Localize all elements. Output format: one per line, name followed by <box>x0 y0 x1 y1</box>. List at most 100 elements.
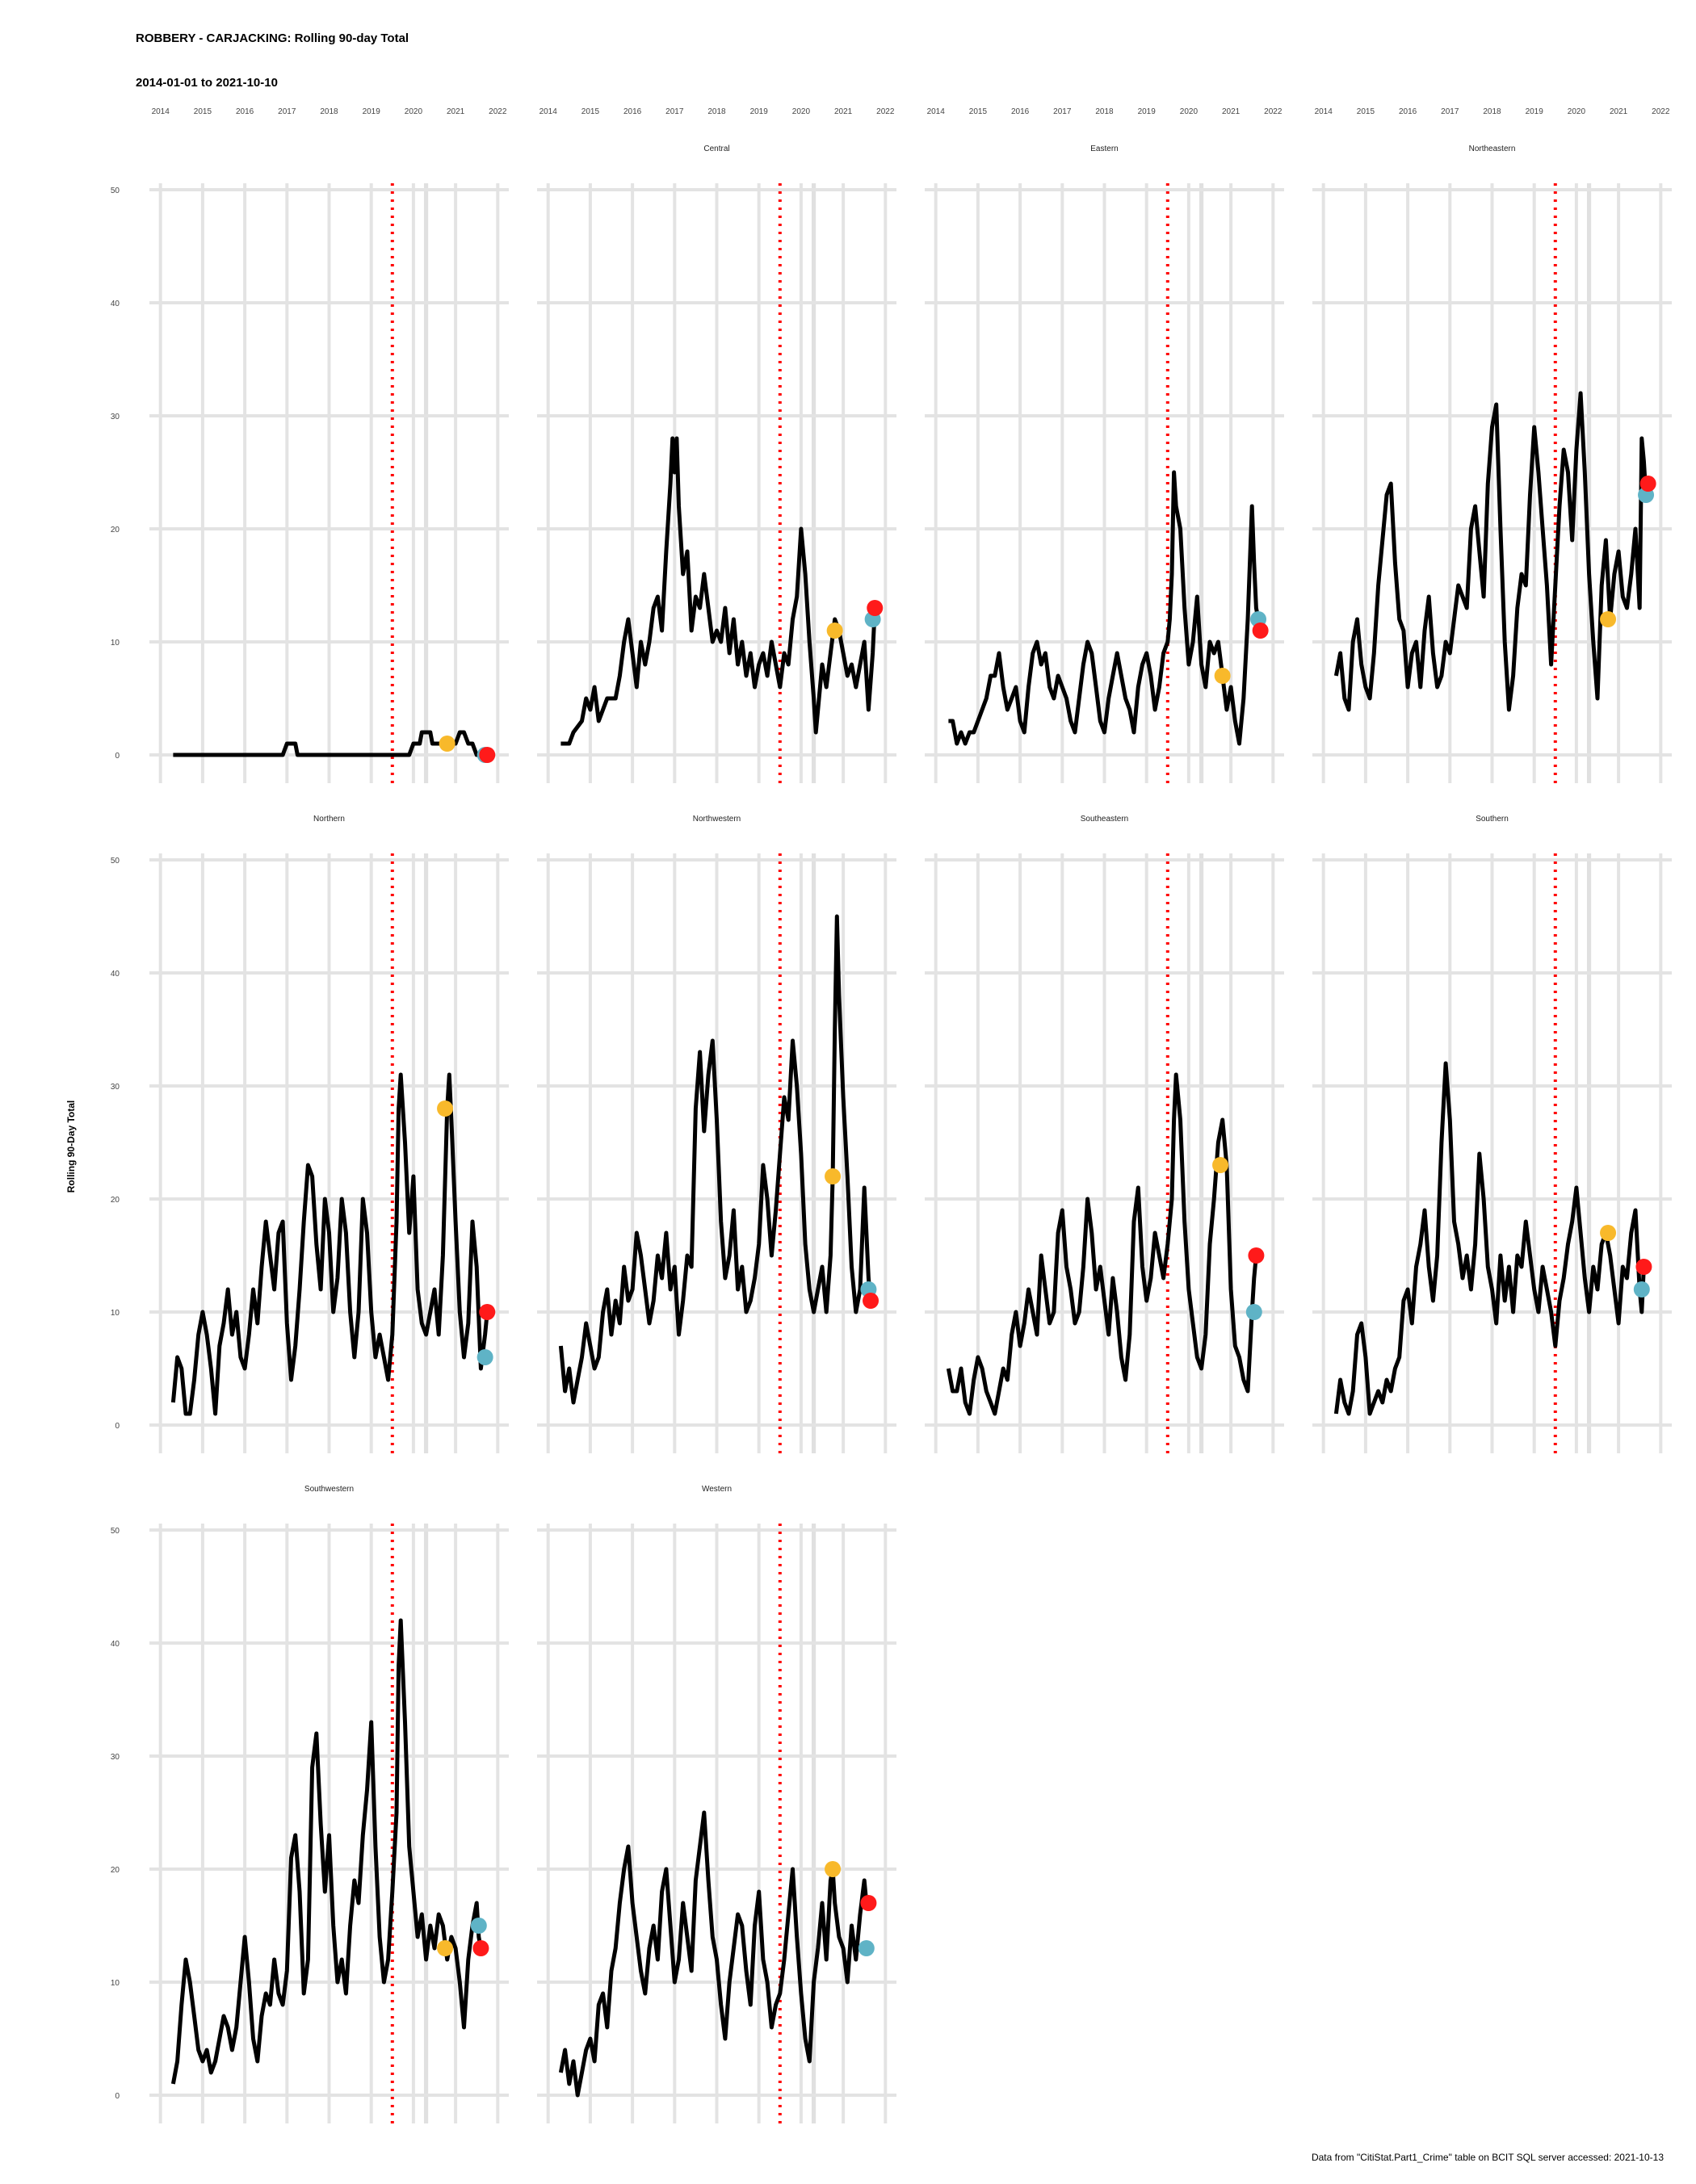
x-tick-label-top: 2016 <box>623 107 642 116</box>
point-blue <box>1633 1281 1650 1297</box>
chart-caption: Data from "CitiStat.Part1_Crime" table o… <box>1312 2152 1664 2163</box>
shaded-band <box>811 853 817 1453</box>
x-tick-label-top: 2020 <box>1180 107 1199 116</box>
x-tick-label-top: 2014 <box>152 107 170 116</box>
x-tick-label-top: 2022 <box>876 107 895 116</box>
shaded-band <box>423 1524 429 2123</box>
panel: 0 10 20 30 40 50 <box>111 183 509 783</box>
panel: Central <box>537 145 896 783</box>
point-orange <box>1212 1157 1229 1173</box>
panel: Southwestern 0 10 20 30 40 50 <box>111 1485 509 2123</box>
x-tick-label-top: 2021 <box>834 107 853 116</box>
y-tick-label: 30 <box>111 413 120 421</box>
series-line <box>170 1072 489 1416</box>
y-tick-label: 20 <box>111 526 120 534</box>
x-tick-label-top: 2018 <box>1095 107 1114 116</box>
x-tick-label-top: 2014 <box>539 107 558 116</box>
x-tick-label-top: 2018 <box>1483 107 1501 116</box>
panel: Northern 0 10 20 30 40 50 <box>111 815 509 1453</box>
series-line <box>173 730 488 757</box>
point-red <box>479 747 496 763</box>
panel: Northeastern <box>1312 145 1672 783</box>
x-tick-label-top: 2020 <box>792 107 811 116</box>
y-tick-label: 20 <box>111 1866 120 1875</box>
x-tick-label-top: 2022 <box>489 107 507 116</box>
x-tick-label-top: 2015 <box>581 107 600 116</box>
x-tick-label-top: 2020 <box>405 107 423 116</box>
series-line <box>558 1810 869 2098</box>
panel: Southeastern <box>925 815 1284 1453</box>
panels-layer: 2014 2015 2016 2017 2018 2019 2020 2021 2022 2014… <box>111 107 1672 2123</box>
point-orange <box>1600 1225 1617 1241</box>
shaded-band <box>1586 183 1592 783</box>
panel: Eastern <box>925 145 1284 783</box>
x-tick-label-top: 2022 <box>1264 107 1282 116</box>
point-red <box>1635 1259 1652 1275</box>
shaded-band <box>1199 853 1204 1453</box>
y-tick-label: 10 <box>111 1309 120 1318</box>
x-tick-label-top: 2016 <box>1399 107 1417 116</box>
y-tick-label: 30 <box>111 1083 120 1092</box>
x-tick-label-top: 2018 <box>320 107 338 116</box>
series-line <box>948 470 1263 746</box>
x-tick-label-top: 2017 <box>1053 107 1072 116</box>
x-tick-label-top: 2019 <box>1526 107 1544 116</box>
x-tick-label-top: 2016 <box>236 107 254 116</box>
point-orange <box>1214 668 1231 684</box>
panel: Southern <box>1312 815 1672 1453</box>
y-tick-label: 40 <box>111 1640 120 1649</box>
x-tick-label-top: 2017 <box>665 107 684 116</box>
x-tick-label-top: 2020 <box>1568 107 1586 116</box>
y-tick-label: 50 <box>111 187 120 195</box>
series-line <box>1333 391 1651 712</box>
y-tick-label: 50 <box>111 857 120 866</box>
x-tick-label-top: 2019 <box>750 107 769 116</box>
panel: Northwestern <box>537 815 896 1453</box>
series-line <box>1333 1061 1646 1416</box>
point-orange <box>1600 611 1617 627</box>
y-tick-label: 10 <box>111 639 120 648</box>
x-tick-label-top: 2022 <box>1652 107 1670 116</box>
panel-strip-label: Northern <box>313 815 345 824</box>
point-red <box>472 1940 489 1956</box>
chart-subtitle: 2014-01-01 to 2021-10-10 <box>136 76 278 90</box>
x-tick-label-top: 2014 <box>927 107 946 116</box>
point-orange <box>825 1168 842 1184</box>
x-tick-label-top: 2017 <box>1441 107 1459 116</box>
shaded-band <box>1586 853 1592 1453</box>
panel-strip-label: Southwestern <box>304 1485 354 1494</box>
panel-strip-label: Southeastern <box>1081 815 1129 824</box>
y-tick-label: 40 <box>111 970 120 979</box>
point-red <box>863 1293 879 1309</box>
y-tick-label: 0 <box>115 1422 120 1431</box>
y-tick-label: 0 <box>115 752 120 761</box>
x-tick-label-top: 2016 <box>1011 107 1030 116</box>
x-tick-label-top: 2021 <box>1610 107 1628 116</box>
point-orange <box>439 736 455 752</box>
y-tick-label: 30 <box>111 1753 120 1762</box>
point-orange <box>825 1861 842 1877</box>
x-tick-label-top: 2015 <box>969 107 988 116</box>
panel: Western <box>537 1485 896 2123</box>
x-tick-label-top: 2021 <box>1222 107 1241 116</box>
point-orange <box>437 1940 454 1956</box>
point-red <box>1639 476 1656 492</box>
panel-strip-label: Western <box>702 1485 732 1494</box>
y-tick-label: 10 <box>111 1979 120 1988</box>
x-tick-label-top: 2015 <box>1357 107 1375 116</box>
x-tick-label-top: 2021 <box>447 107 465 116</box>
panel-strip-label: Central <box>703 145 729 153</box>
shaded-band <box>1199 183 1204 783</box>
point-blue <box>476 1349 493 1365</box>
shaded-band <box>423 183 429 783</box>
point-red <box>860 1895 877 1911</box>
point-red <box>1248 1247 1265 1264</box>
x-tick-label-top: 2017 <box>278 107 296 116</box>
y-tick-label: 20 <box>111 1196 120 1205</box>
point-red <box>479 1304 496 1320</box>
shaded-band <box>811 1524 817 2123</box>
shaded-band <box>423 853 429 1453</box>
point-blue <box>1245 1304 1262 1320</box>
x-tick-label-top: 2014 <box>1315 107 1333 116</box>
